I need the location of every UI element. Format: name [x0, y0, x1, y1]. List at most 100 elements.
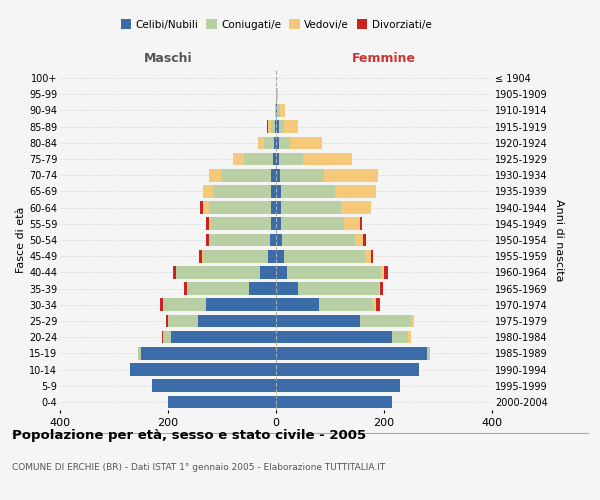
- Bar: [411, 314, 414, 328]
- Bar: [276, 218, 281, 230]
- Bar: [276, 136, 278, 149]
- Bar: [130, 363, 276, 376]
- Bar: [298, 282, 379, 295]
- Bar: [290, 136, 322, 149]
- Legend: Celibi/Nubili, Coniugati/e, Vedovi/e, Divorziati/e: Celibi/Nubili, Coniugati/e, Vedovi/e, Di…: [116, 15, 436, 34]
- Bar: [206, 234, 209, 246]
- Text: Popolazione per età, sesso e stato civile - 2005: Popolazione per età, sesso e stato civil…: [12, 430, 366, 442]
- Bar: [276, 396, 392, 408]
- Bar: [341, 202, 371, 214]
- Bar: [209, 234, 210, 246]
- Bar: [211, 218, 271, 230]
- Bar: [284, 120, 298, 133]
- Bar: [276, 202, 281, 214]
- Bar: [281, 202, 341, 214]
- Bar: [276, 152, 278, 166]
- Bar: [275, 104, 276, 117]
- Bar: [263, 136, 274, 149]
- Bar: [160, 298, 163, 311]
- Bar: [200, 202, 203, 214]
- Bar: [202, 250, 203, 262]
- Bar: [184, 282, 187, 295]
- Bar: [267, 120, 268, 133]
- Bar: [280, 104, 285, 117]
- Bar: [276, 298, 319, 311]
- Bar: [168, 396, 276, 408]
- Bar: [283, 234, 355, 246]
- Y-axis label: Anni di nascita: Anni di nascita: [554, 198, 565, 281]
- Bar: [161, 331, 163, 344]
- Bar: [303, 152, 352, 166]
- Bar: [269, 234, 276, 246]
- Bar: [276, 363, 419, 376]
- Bar: [271, 202, 276, 214]
- Bar: [323, 169, 377, 181]
- Bar: [276, 266, 287, 278]
- Bar: [209, 202, 271, 214]
- Bar: [260, 266, 276, 278]
- Bar: [166, 314, 168, 328]
- Bar: [268, 120, 271, 133]
- Bar: [355, 234, 364, 246]
- Bar: [277, 104, 280, 117]
- Bar: [233, 152, 244, 166]
- Bar: [173, 266, 176, 278]
- Bar: [268, 250, 276, 262]
- Bar: [214, 185, 271, 198]
- Bar: [408, 331, 411, 344]
- Bar: [276, 169, 280, 181]
- Bar: [360, 218, 362, 230]
- Bar: [373, 298, 376, 311]
- Bar: [276, 185, 281, 198]
- Bar: [275, 120, 276, 133]
- Bar: [271, 169, 276, 181]
- Bar: [276, 104, 277, 117]
- Bar: [152, 380, 276, 392]
- Bar: [203, 185, 214, 198]
- Bar: [276, 331, 392, 344]
- Bar: [280, 169, 323, 181]
- Bar: [176, 266, 260, 278]
- Bar: [382, 266, 384, 278]
- Bar: [384, 266, 388, 278]
- Bar: [271, 120, 275, 133]
- Text: Femmine: Femmine: [352, 52, 416, 65]
- Bar: [141, 347, 276, 360]
- Bar: [364, 234, 366, 246]
- Bar: [203, 250, 268, 262]
- Bar: [379, 282, 380, 295]
- Bar: [278, 152, 303, 166]
- Bar: [139, 347, 141, 360]
- Bar: [277, 88, 278, 101]
- Bar: [244, 152, 274, 166]
- Bar: [376, 298, 380, 311]
- Bar: [371, 250, 373, 262]
- Bar: [198, 314, 276, 328]
- Bar: [163, 298, 206, 311]
- Bar: [210, 234, 269, 246]
- Bar: [274, 136, 276, 149]
- Bar: [335, 185, 376, 198]
- Bar: [319, 298, 373, 311]
- Bar: [392, 331, 408, 344]
- Text: Maschi: Maschi: [143, 52, 193, 65]
- Bar: [284, 250, 365, 262]
- Bar: [271, 218, 276, 230]
- Bar: [365, 250, 371, 262]
- Bar: [278, 136, 290, 149]
- Bar: [168, 314, 198, 328]
- Bar: [281, 185, 335, 198]
- Bar: [187, 282, 249, 295]
- Bar: [427, 347, 430, 360]
- Bar: [276, 380, 400, 392]
- Bar: [258, 136, 263, 149]
- Bar: [209, 169, 222, 181]
- Bar: [163, 331, 171, 344]
- Y-axis label: Fasce di età: Fasce di età: [16, 207, 26, 273]
- Bar: [360, 314, 411, 328]
- Bar: [199, 250, 202, 262]
- Bar: [276, 347, 427, 360]
- Bar: [203, 202, 209, 214]
- Bar: [276, 314, 360, 328]
- Bar: [281, 218, 343, 230]
